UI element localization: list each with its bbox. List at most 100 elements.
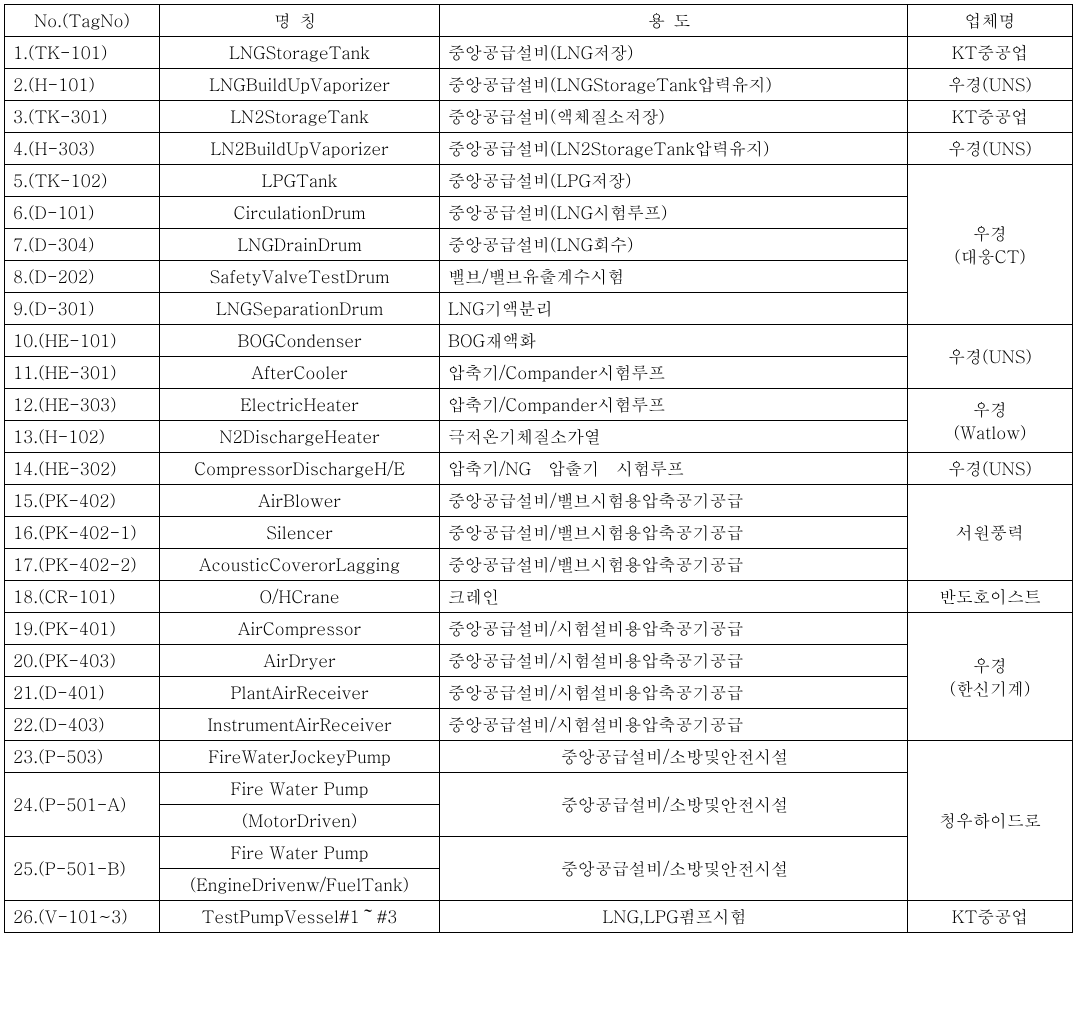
cell-name: AfterCooler: [160, 357, 440, 389]
table-row: 10.(HE-101) BOGCondenser BOG재액화 우경(UNS): [5, 325, 1073, 357]
cell-use: BOG재액화: [440, 325, 908, 357]
cell-no: 24.(P-501-A): [5, 773, 160, 837]
cell-use: 중앙공급설비/소방및안전시설: [440, 773, 908, 837]
cell-name: BOGCondenser: [160, 325, 440, 357]
cell-no: 14.(HE-302): [5, 453, 160, 485]
cell-name: InstrumentAirReceiver: [160, 709, 440, 741]
header-row: No.(TagNo) 명칭 용도 업체명: [5, 5, 1073, 37]
cell-name: SafetyValveTestDrum: [160, 261, 440, 293]
cell-no: 21.(D-401): [5, 677, 160, 709]
cell-no: 22.(D-403): [5, 709, 160, 741]
cell-name: CirculationDrum: [160, 197, 440, 229]
cell-no: 15.(PK-402): [5, 485, 160, 517]
cell-vendor: 청우하이드로: [908, 741, 1073, 901]
header-vendor: 업체명: [908, 5, 1073, 37]
cell-no: 25.(P-501-B): [5, 837, 160, 901]
cell-no: 8.(D-202): [5, 261, 160, 293]
table-row: 12.(HE-303) ElectricHeater 압축기/Compander…: [5, 389, 1073, 421]
cell-use: 밸브/밸브유출계수시험: [440, 261, 908, 293]
cell-name: ElectricHeater: [160, 389, 440, 421]
cell-use: LNG,LPG펌프시험: [440, 901, 908, 933]
cell-name: O/HCrane: [160, 581, 440, 613]
vendor-line1: 우경: [973, 397, 1007, 421]
cell-use: 중앙공급설비/밸브시험용압축공기공급: [440, 549, 908, 581]
cell-vendor: KT중공업: [908, 901, 1073, 933]
cell-name: PlantAirReceiver: [160, 677, 440, 709]
cell-no: 18.(CR-101): [5, 581, 160, 613]
table-row: 1.(TK-101) LNGStorageTank 중앙공급설비(LNG저장) …: [5, 37, 1073, 69]
table-row: 5.(TK-102) LPGTank 중앙공급설비(LPG저장) 우경 (대웅C…: [5, 165, 1073, 197]
cell-name: AirBlower: [160, 485, 440, 517]
cell-no: 12.(HE-303): [5, 389, 160, 421]
table-row: 23.(P-503) FireWaterJockeyPump 중앙공급설비/소방…: [5, 741, 1073, 773]
vendor-line2: (한신기계): [950, 676, 1031, 700]
vendor-line2: (대웅CT): [954, 244, 1026, 268]
table-row: 19.(PK-401) AirCompressor 중앙공급설비/시험설비용압축…: [5, 613, 1073, 645]
cell-name: LN2BuildUpVaporizer: [160, 133, 440, 165]
cell-name: N2DischargeHeater: [160, 421, 440, 453]
cell-no: 2.(H-101): [5, 69, 160, 101]
cell-vendor: 우경(UNS): [908, 325, 1073, 389]
header-name: 명칭: [160, 5, 440, 37]
vendor-line1: 우경: [973, 221, 1007, 245]
cell-name: Silencer: [160, 517, 440, 549]
cell-use: 중앙공급설비/밸브시험용압축공기공급: [440, 517, 908, 549]
cell-name: LPGTank: [160, 165, 440, 197]
cell-name-sub: (EngineDrivenw/FuelTank): [160, 869, 440, 901]
table-row: 26.(V-101~3) TestPumpVessel#1～#3 LNG,LPG…: [5, 901, 1073, 933]
cell-vendor: 반도호이스트: [908, 581, 1073, 613]
cell-use: 중앙공급설비/소방및안전시설: [440, 741, 908, 773]
vendor-line1: 우경: [973, 653, 1007, 677]
cell-no: 4.(H-303): [5, 133, 160, 165]
header-use: 용도: [440, 5, 908, 37]
cell-no: 6.(D-101): [5, 197, 160, 229]
cell-no: 9.(D-301): [5, 293, 160, 325]
cell-name: AirDryer: [160, 645, 440, 677]
cell-name: Fire Water Pump: [160, 773, 440, 805]
cell-no: 7.(D-304): [5, 229, 160, 261]
cell-no: 23.(P-503): [5, 741, 160, 773]
cell-use: 중앙공급설비(LNG저장): [440, 37, 908, 69]
cell-use: 중앙공급설비(LN2StorageTank압력유지): [440, 133, 908, 165]
cell-no: 20.(PK-403): [5, 645, 160, 677]
equipment-table: No.(TagNo) 명칭 용도 업체명 1.(TK-101) LNGStora…: [4, 4, 1073, 933]
cell-vendor: 우경 (대웅CT): [908, 165, 1073, 325]
cell-use: 중앙공급설비/시험설비용압축공기공급: [440, 709, 908, 741]
cell-name: LNGStorageTank: [160, 37, 440, 69]
cell-name: LNGSeparationDrum: [160, 293, 440, 325]
cell-name: LN2StorageTank: [160, 101, 440, 133]
cell-name: LNGDrainDrum: [160, 229, 440, 261]
cell-no: 11.(HE-301): [5, 357, 160, 389]
cell-vendor: 우경(UNS): [908, 133, 1073, 165]
cell-name: TestPumpVessel#1～#3: [160, 901, 440, 933]
table-row: 15.(PK-402) AirBlower 중앙공급설비/밸브시험용압축공기공급…: [5, 485, 1073, 517]
cell-use: 크레인: [440, 581, 908, 613]
cell-use: 중앙공급설비/밸브시험용압축공기공급: [440, 485, 908, 517]
table-row: 4.(H-303) LN2BuildUpVaporizer 중앙공급설비(LN2…: [5, 133, 1073, 165]
cell-use: 압축기/Compander시험루프: [440, 389, 908, 421]
cell-name: LNGBuildUpVaporizer: [160, 69, 440, 101]
cell-no: 17.(PK-402-2): [5, 549, 160, 581]
cell-name: Fire Water Pump: [160, 837, 440, 869]
cell-no: 10.(HE-101): [5, 325, 160, 357]
cell-vendor: 우경(UNS): [908, 69, 1073, 101]
cell-no: 3.(TK-301): [5, 101, 160, 133]
cell-use: 중앙공급설비(LNGStorageTank압력유지): [440, 69, 908, 101]
cell-no: 26.(V-101~3): [5, 901, 160, 933]
cell-vendor: KT중공업: [908, 101, 1073, 133]
cell-no: 16.(PK-402-1): [5, 517, 160, 549]
cell-name: CompressorDischargeH/E: [160, 453, 440, 485]
cell-vendor: 서원풍력: [908, 485, 1073, 581]
table-row: 2.(H-101) LNGBuildUpVaporizer 중앙공급설비(LNG…: [5, 69, 1073, 101]
cell-vendor: 우경(UNS): [908, 453, 1073, 485]
cell-no: 13.(H-102): [5, 421, 160, 453]
table-row: 3.(TK-301) LN2StorageTank 중앙공급설비(액체질소저장)…: [5, 101, 1073, 133]
table-row: 18.(CR-101) O/HCrane 크레인 반도호이스트: [5, 581, 1073, 613]
cell-use: 압축기/NG 압출기 시험루프: [440, 453, 908, 485]
cell-name: AirCompressor: [160, 613, 440, 645]
cell-vendor: 우경 (한신기계): [908, 613, 1073, 741]
cell-use: 중앙공급설비/시험설비용압축공기공급: [440, 677, 908, 709]
cell-use: 극저온기체질소가열: [440, 421, 908, 453]
cell-no: 1.(TK-101): [5, 37, 160, 69]
cell-use: LNG기액분리: [440, 293, 908, 325]
